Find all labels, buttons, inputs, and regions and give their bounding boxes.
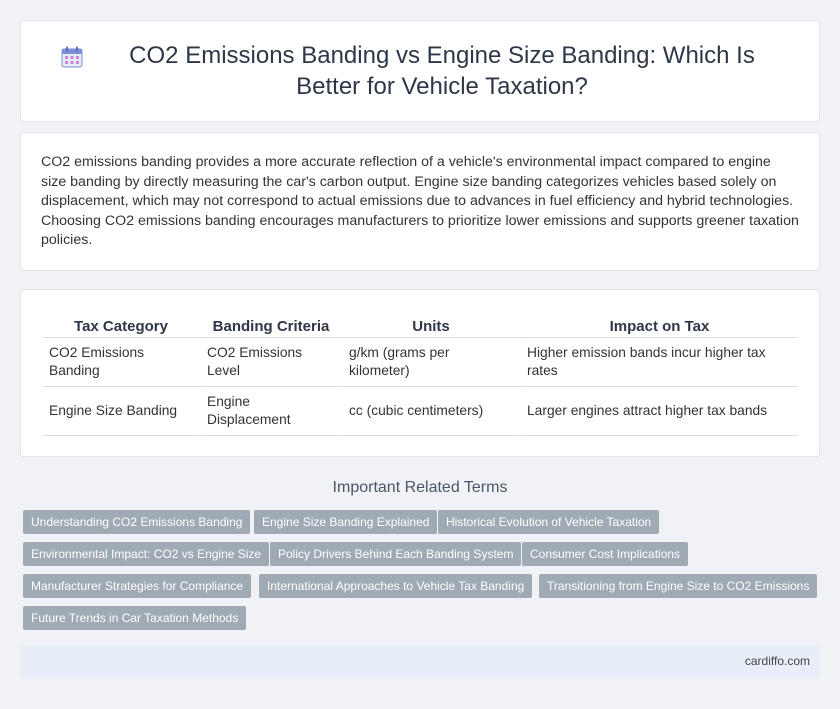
related-tag[interactable]: Manufacturer Strategies for Compliance xyxy=(23,574,252,598)
footer-site-link[interactable]: cardiffo.com xyxy=(744,654,810,668)
related-tag[interactable]: Engine Size Banding Explained xyxy=(254,510,438,534)
related-terms-title: Important Related Terms xyxy=(332,479,508,496)
title-card: CO2 Emissions Banding vs Engine Size Ban… xyxy=(20,20,820,122)
comparison-table: Tax Category Banding Criteria Units Impa… xyxy=(43,314,798,436)
related-tag[interactable]: Understanding CO2 Emissions Banding xyxy=(23,510,251,534)
table-cell: CO2 Emissions Level xyxy=(201,338,343,387)
related-tag[interactable]: Transitioning from Engine Size to CO2 Em… xyxy=(539,574,818,598)
intro-card: CO2 emissions banding provides a more ac… xyxy=(20,132,820,271)
title-wrap: CO2 Emissions Banding vs Engine Size Ban… xyxy=(61,40,779,102)
table-cell: Higher emission bands incur higher tax r… xyxy=(521,338,798,387)
comparison-table-card: Tax Category Banding Criteria Units Impa… xyxy=(20,289,820,457)
table-cell: Larger engines attract higher tax bands xyxy=(521,387,798,436)
table-cell: g/km (grams per kilometer) xyxy=(343,338,521,387)
table-row: Engine Size Banding Engine Displacement … xyxy=(43,387,798,436)
table-cell: Engine Displacement xyxy=(201,387,343,436)
related-tag[interactable]: Policy Drivers Behind Each Banding Syste… xyxy=(270,542,522,566)
header-tax-category: Tax Category xyxy=(43,314,201,338)
table-cell: CO2 Emissions Banding xyxy=(43,338,201,387)
table-cell: cc (cubic centimeters) xyxy=(343,387,521,436)
table-row: CO2 Emissions Banding CO2 Emissions Leve… xyxy=(43,338,798,387)
table-header-row: Tax Category Banding Criteria Units Impa… xyxy=(43,314,798,338)
related-tag[interactable]: Future Trends in Car Taxation Methods xyxy=(23,606,247,630)
related-tag[interactable]: International Approaches to Vehicle Tax … xyxy=(259,574,533,598)
header-banding-criteria: Banding Criteria xyxy=(201,314,343,338)
header-units: Units xyxy=(343,314,521,338)
footer: cardiffo.com xyxy=(20,645,820,679)
calendar-icon xyxy=(61,46,83,68)
related-tag[interactable]: Environmental Impact: CO2 vs Engine Size xyxy=(23,542,270,566)
related-tag[interactable]: Historical Evolution of Vehicle Taxation xyxy=(438,510,660,534)
intro-paragraph: CO2 emissions banding provides a more ac… xyxy=(41,154,799,249)
table-cell: Engine Size Banding xyxy=(43,387,201,436)
header-impact-on-tax: Impact on Tax xyxy=(521,314,798,338)
related-tag[interactable]: Consumer Cost Implications xyxy=(522,542,689,566)
page-title: CO2 Emissions Banding vs Engine Size Ban… xyxy=(129,42,755,100)
